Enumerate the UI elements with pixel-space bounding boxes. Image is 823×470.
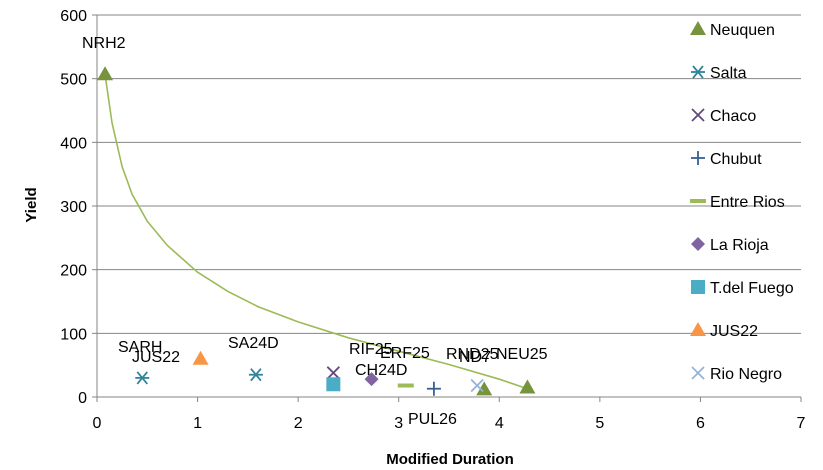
y-tick-label: 0	[78, 390, 87, 407]
data-point-chubut	[426, 381, 441, 396]
tick-labels: 0 100 200 300 400 500 600 0 1 2 3 4 5 6 7	[60, 8, 805, 432]
x-tick-label: 4	[495, 415, 504, 432]
trendline	[104, 74, 528, 390]
y-tick-label: 500	[60, 72, 87, 89]
legend-item-entre-rios: Entre Rios	[690, 194, 785, 211]
legend-marker	[691, 280, 705, 294]
data-point-neuquen	[476, 381, 493, 396]
legend-item-la-rioja: La Rioja	[691, 237, 769, 254]
axes	[92, 14, 802, 402]
y-tick-label: 400	[60, 135, 87, 152]
y-tick-label: 100	[60, 326, 87, 343]
legend-label: T.del Fuego	[710, 280, 794, 297]
legend-item-jus22: JUS22	[690, 322, 758, 340]
data-point-t-del-fuego	[326, 377, 341, 392]
point-label: NEU25	[496, 346, 548, 363]
data-point-neuquen	[519, 379, 536, 394]
y-tick-label: 600	[60, 8, 87, 25]
legend-marker	[691, 366, 705, 380]
x-tick-label: 1	[193, 415, 202, 432]
data-point-la-rioja	[364, 372, 379, 387]
x-axis-title: Modified Duration	[386, 451, 514, 468]
legend-label: Entre Rios	[710, 194, 785, 211]
point-label: JUS22	[132, 349, 180, 366]
legend-item-chubut: Chubut	[691, 151, 762, 168]
grid	[97, 14, 801, 334]
legend-item-chaco: Chaco	[691, 108, 756, 125]
legend-label: Rio Negro	[710, 366, 782, 383]
legend-marker	[691, 151, 705, 165]
data-point-salta	[248, 368, 263, 382]
x-tick-label: 0	[93, 415, 102, 432]
legend-label: JUS22	[710, 323, 758, 340]
point-label: ERF25	[380, 345, 430, 362]
x-tick-label: 7	[797, 415, 806, 432]
data-point-rio-negro	[470, 378, 484, 393]
legend-item-salta: Salta	[691, 65, 747, 82]
legend-marker	[690, 322, 706, 336]
point-label: PUL26	[408, 411, 457, 428]
data-point-salta	[135, 371, 150, 385]
point-label: SA24D	[228, 335, 279, 352]
point-label: SARH	[118, 339, 162, 356]
legend-marker	[691, 65, 705, 79]
data-point-chaco	[326, 366, 340, 380]
point-label: NRH2	[82, 35, 126, 52]
data-point-neuquen	[97, 66, 114, 81]
legend-item-neuquen: Neuquen	[690, 21, 775, 39]
x-tick-label: 5	[595, 415, 604, 432]
x-tick-label: 2	[294, 415, 303, 432]
legend-item-t-del-fuego: T.del Fuego	[691, 280, 794, 297]
legend-item-rio-negro: Rio Negro	[691, 366, 782, 383]
legend-label: Salta	[710, 65, 747, 82]
data-point-jus22	[192, 350, 209, 365]
point-label: RIF25	[349, 341, 393, 358]
legend-label: Neuquen	[710, 22, 775, 39]
power-trendline	[104, 74, 528, 390]
y-axis-title: Yield	[23, 187, 40, 222]
legend-marker	[691, 237, 705, 251]
data-points	[97, 66, 536, 396]
legend-marker	[691, 108, 705, 122]
legend-label: Chubut	[710, 151, 762, 168]
x-tick-label: 3	[394, 415, 403, 432]
legend: Neuquen Salta Chaco Chubut Entre Rios La Rioj…	[690, 21, 794, 383]
y-tick-label: 300	[60, 199, 87, 216]
y-tick-label: 200	[60, 263, 87, 280]
legend-label: La Rioja	[710, 237, 769, 254]
point-label: RND25	[446, 346, 499, 363]
point-label: CH24D	[355, 362, 407, 379]
point-label: ND7	[459, 349, 491, 366]
legend-marker	[690, 21, 706, 35]
legend-label: Chaco	[710, 108, 756, 125]
x-tick-label: 6	[696, 415, 705, 432]
